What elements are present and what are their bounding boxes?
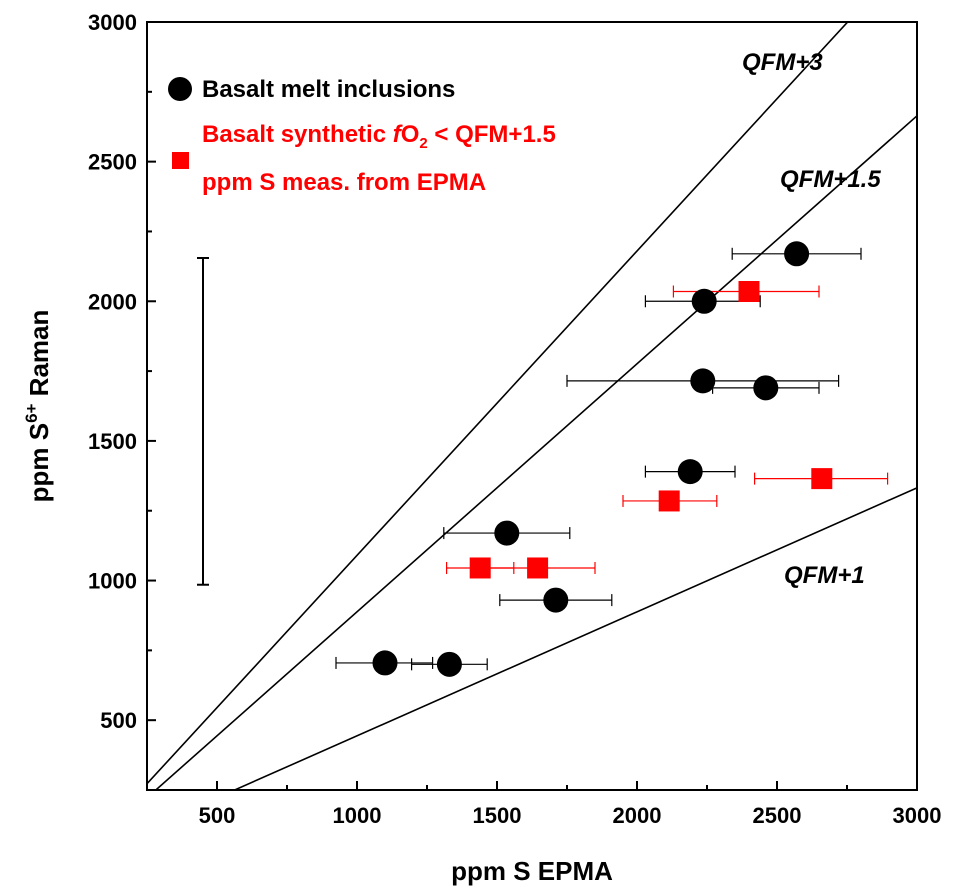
reference-line	[147, 22, 849, 785]
label-qfm-plus-1: QFM+1	[784, 562, 865, 589]
data-point-circle	[494, 520, 520, 546]
y-tick-label: 1000	[88, 569, 137, 594]
data-markers	[372, 241, 833, 677]
axis-ticks: 500 1000 1500 2000 2500 3000 500 1000 1500 2000 25…	[88, 10, 941, 828]
legend-label-inclusions: Basalt melt inclusions	[202, 76, 455, 103]
legend-label-synthetic: Basalt synthetic fO2 < QFM+1.5	[202, 121, 556, 152]
y-tick-label: 2500	[88, 150, 137, 175]
data-point-square	[738, 280, 760, 302]
data-point-circle	[691, 288, 717, 314]
reference-lines	[147, 22, 917, 790]
legend-marker-circle	[168, 77, 192, 101]
reference-line	[232, 487, 917, 790]
x-tick-label: 1000	[333, 803, 382, 828]
data-point-circle	[677, 459, 703, 485]
y-axis-title-prefix: ppm S	[24, 423, 54, 502]
error-bars	[335, 247, 889, 671]
typical-error-bar	[197, 256, 209, 586]
y-tick-label: 3000	[88, 10, 137, 35]
reference-line	[154, 115, 917, 790]
data-point-square	[469, 557, 491, 579]
x-tick-label: 2500	[753, 803, 802, 828]
y-axis-title-suffix: Raman	[24, 310, 54, 404]
data-point-circle	[690, 368, 716, 394]
data-point-circle	[372, 650, 398, 676]
data-point-circle	[784, 241, 810, 267]
data-point-circle	[436, 651, 462, 677]
x-axis-title: ppm S EPMA	[451, 856, 613, 886]
x-tick-label: 2000	[613, 803, 662, 828]
x-tick-label: 3000	[893, 803, 942, 828]
legend-label-synthetic-line2: ppm S meas. from EPMA	[202, 169, 486, 196]
y-tick-label: 1500	[88, 429, 137, 454]
data-point-circle	[543, 587, 569, 613]
legend: Basalt melt inclusions Basalt synthetic …	[168, 76, 556, 196]
data-point-square	[658, 490, 680, 512]
data-point-square	[527, 557, 549, 579]
label-qfm-plus-3: QFM+3	[742, 49, 823, 76]
y-tick-label: 500	[100, 708, 137, 733]
plot-frame	[146, 21, 918, 791]
data-point-square	[811, 468, 833, 490]
y-tick-label: 2000	[88, 289, 137, 314]
legend-marker-square	[172, 152, 189, 169]
y-axis-title-sup: 6+	[22, 403, 41, 422]
y-axis-title: ppm S6+ Raman	[22, 310, 54, 503]
x-tick-label: 1500	[473, 803, 522, 828]
label-qfm-plus-1-5: QFM+1.5	[780, 166, 881, 193]
data-point-circle	[753, 375, 779, 401]
x-tick-label: 500	[199, 803, 236, 828]
